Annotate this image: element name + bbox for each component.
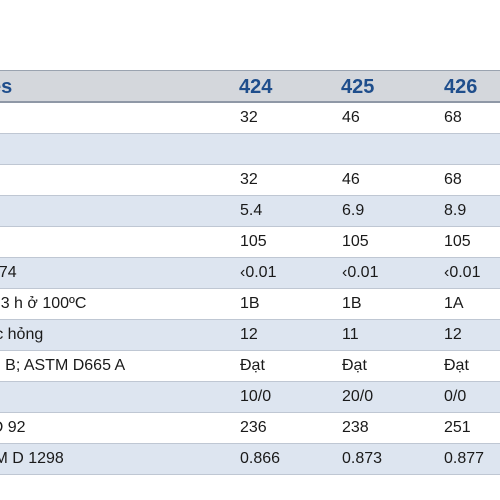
row-value-425: ‹0.01 xyxy=(342,264,379,281)
row-value-424: 0.866 xyxy=(240,450,281,467)
row-value-424: Đạt xyxy=(240,357,265,374)
table-row: M D 92 236 238 251 xyxy=(0,413,500,444)
row-value-424: ‹0.01 xyxy=(240,264,277,281)
row-label: STM D 1298 xyxy=(0,450,64,467)
table-row: STM D 1298 0.866 0.873 0.877 xyxy=(0,444,500,475)
row-value-425: 11 xyxy=(342,326,359,343)
row-value-425: 6.9 xyxy=(342,202,365,219)
table-row: 32 46 68 xyxy=(0,165,500,196)
row-value-426: 1A xyxy=(444,295,464,312)
row-value-426: Đạt xyxy=(444,357,469,374)
table-row: 5.4 6.9 8.9 xyxy=(0,196,500,227)
row-value-426: 68 xyxy=(444,171,462,188)
row-value-426: ‹0.01 xyxy=(444,264,481,281)
row-value-426: 0.877 xyxy=(444,450,485,467)
row-value-425: Đạt xyxy=(342,357,367,374)
table-row: 32 46 68 xyxy=(0,103,500,134)
row-value-424: 1B xyxy=(240,295,260,312)
header-grade-425: 425 xyxy=(341,76,375,98)
row-label: 270 xyxy=(0,227,234,257)
table-row: 2 10/0 20/0 0/0 xyxy=(0,382,500,413)
row-value-425: 46 xyxy=(342,171,360,188)
row-value-426: 8.9 xyxy=(444,202,467,219)
header-grade-426: 426 xyxy=(444,76,478,98)
table-row: 30, 3 h ở 100ºC 1B 1B 1A xyxy=(0,289,500,320)
table-row: 270 105 105 105 xyxy=(0,227,500,258)
header-grade-424: 424 xyxy=(239,76,273,98)
row-value-425: 105 xyxy=(342,233,369,250)
row-value-425: 20/0 xyxy=(342,388,374,405)
row-label: 30, 3 h ở 100ºC xyxy=(0,295,87,312)
row-label: D 874 xyxy=(0,264,17,281)
spec-table: es 424 425 426 32 46 68 32 46 68 5.4 6.9 8.9 270 1… xyxy=(0,70,500,475)
row-label: M D 92 xyxy=(0,419,26,436)
row-value-424: 12 xyxy=(240,326,258,343)
table-row: ước hỏng 12 11 12 xyxy=(0,320,500,351)
row-value-425: 238 xyxy=(342,419,369,436)
row-value-426: 12 xyxy=(444,326,462,343)
row-value-425: 1B xyxy=(342,295,362,312)
row-value-424: 32 xyxy=(240,109,258,126)
row-value-426: 251 xyxy=(444,419,471,436)
row-value-424: 5.4 xyxy=(240,202,263,219)
header-label: es xyxy=(0,76,13,98)
row-value-425: 46 xyxy=(342,109,360,126)
row-value-425: 0.873 xyxy=(342,450,383,467)
row-value-426: 68 xyxy=(444,109,462,126)
row-value-424: 32 xyxy=(240,171,258,188)
row-value-424: 105 xyxy=(240,233,267,250)
row-value-424: 236 xyxy=(240,419,267,436)
row-label: ước hỏng xyxy=(0,326,44,343)
row-value-424: 10/0 xyxy=(240,388,272,405)
table-body: 32 46 68 32 46 68 5.4 6.9 8.9 270 105 105 105 D 874 ‹0… xyxy=(0,103,500,475)
row-value-426: 105 xyxy=(444,233,471,250)
table-row: 665 B; ASTM D665 A Đạt Đạt Đạt xyxy=(0,351,500,382)
table-header-row: es 424 425 426 xyxy=(0,70,500,103)
table-row: D 874 ‹0.01 ‹0.01 ‹0.01 xyxy=(0,258,500,289)
table-row xyxy=(0,134,500,165)
row-label: 665 B; ASTM D665 A xyxy=(0,357,126,374)
row-value-426: 0/0 xyxy=(444,388,467,405)
row-label: 2 xyxy=(0,382,234,412)
